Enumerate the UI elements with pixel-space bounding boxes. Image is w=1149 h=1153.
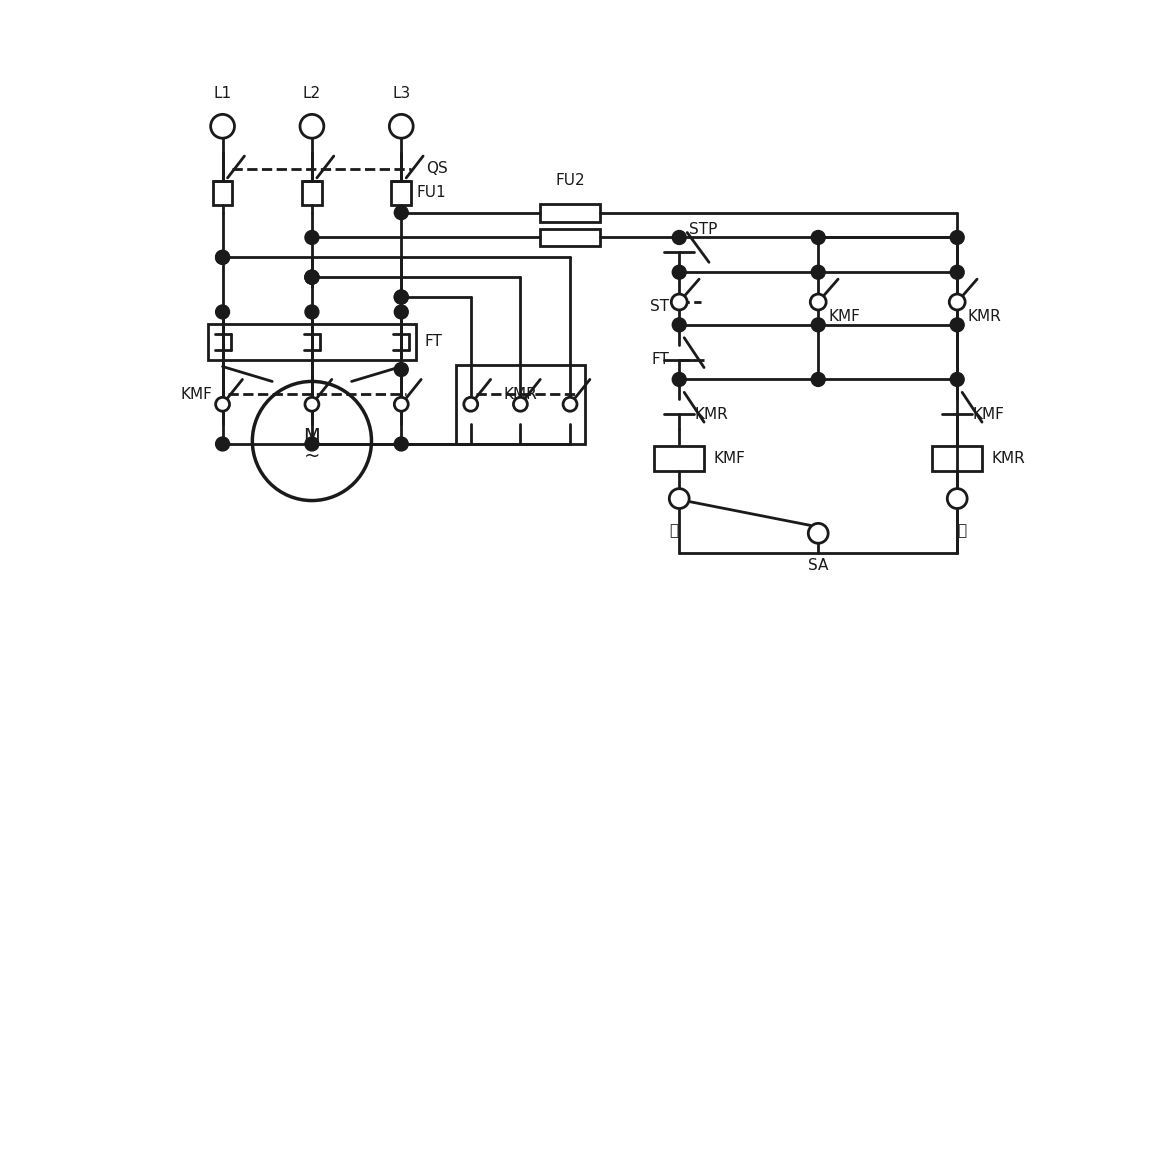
Circle shape xyxy=(950,265,964,279)
Circle shape xyxy=(811,318,825,332)
Circle shape xyxy=(671,294,687,310)
Circle shape xyxy=(811,265,825,279)
Text: FT: FT xyxy=(424,334,442,349)
Circle shape xyxy=(811,372,825,386)
Circle shape xyxy=(464,398,478,412)
Circle shape xyxy=(394,291,408,304)
Circle shape xyxy=(950,318,964,332)
Circle shape xyxy=(394,291,408,304)
Text: FU2: FU2 xyxy=(555,173,585,188)
Circle shape xyxy=(672,318,686,332)
Circle shape xyxy=(390,114,414,138)
Text: SA: SA xyxy=(808,558,828,573)
Circle shape xyxy=(394,398,408,412)
Circle shape xyxy=(216,250,230,264)
Circle shape xyxy=(394,205,408,219)
Text: KMF: KMF xyxy=(828,309,859,324)
Text: M: M xyxy=(303,427,321,445)
Text: L1: L1 xyxy=(214,86,232,101)
Bar xyxy=(540,228,600,247)
Circle shape xyxy=(216,398,230,412)
Circle shape xyxy=(950,231,964,244)
Text: KMR: KMR xyxy=(967,309,1001,324)
Circle shape xyxy=(304,437,319,451)
Circle shape xyxy=(947,489,967,508)
Bar xyxy=(932,446,982,472)
Text: QS: QS xyxy=(426,161,448,176)
Text: FU1: FU1 xyxy=(416,186,446,201)
Bar xyxy=(540,204,600,221)
Circle shape xyxy=(808,523,828,543)
Text: L3: L3 xyxy=(392,86,410,101)
Circle shape xyxy=(949,294,965,310)
Circle shape xyxy=(304,270,319,284)
Circle shape xyxy=(670,489,689,508)
Circle shape xyxy=(216,437,230,451)
Circle shape xyxy=(810,294,826,310)
Circle shape xyxy=(672,372,686,386)
Circle shape xyxy=(672,231,686,244)
Circle shape xyxy=(394,362,408,377)
Circle shape xyxy=(514,398,527,412)
Bar xyxy=(456,364,585,444)
Text: KMR: KMR xyxy=(503,386,538,402)
Text: FT: FT xyxy=(651,352,670,367)
Text: KMR: KMR xyxy=(992,451,1026,466)
Text: STP: STP xyxy=(689,223,717,238)
Circle shape xyxy=(300,114,324,138)
Circle shape xyxy=(210,114,234,138)
Bar xyxy=(208,324,416,360)
Circle shape xyxy=(394,306,408,319)
Text: L2: L2 xyxy=(303,86,321,101)
Text: KMF: KMF xyxy=(714,451,746,466)
Circle shape xyxy=(563,398,577,412)
Circle shape xyxy=(304,270,319,284)
Circle shape xyxy=(672,265,686,279)
Bar xyxy=(302,181,322,205)
Circle shape xyxy=(304,270,319,284)
Bar xyxy=(655,446,704,472)
Circle shape xyxy=(811,231,825,244)
Bar xyxy=(392,181,411,205)
Circle shape xyxy=(304,231,319,244)
Text: 正: 正 xyxy=(670,523,679,538)
Circle shape xyxy=(216,306,230,319)
Text: KMR: KMR xyxy=(694,407,727,422)
Text: ST: ST xyxy=(650,300,670,315)
Circle shape xyxy=(950,372,964,386)
Circle shape xyxy=(304,306,319,319)
Circle shape xyxy=(394,437,408,451)
Bar xyxy=(213,181,232,205)
Text: KMF: KMF xyxy=(972,407,1004,422)
Text: 反: 反 xyxy=(957,523,966,538)
Text: ~: ~ xyxy=(303,446,321,466)
Circle shape xyxy=(216,250,230,264)
Circle shape xyxy=(304,398,319,412)
Text: KMF: KMF xyxy=(180,386,213,402)
